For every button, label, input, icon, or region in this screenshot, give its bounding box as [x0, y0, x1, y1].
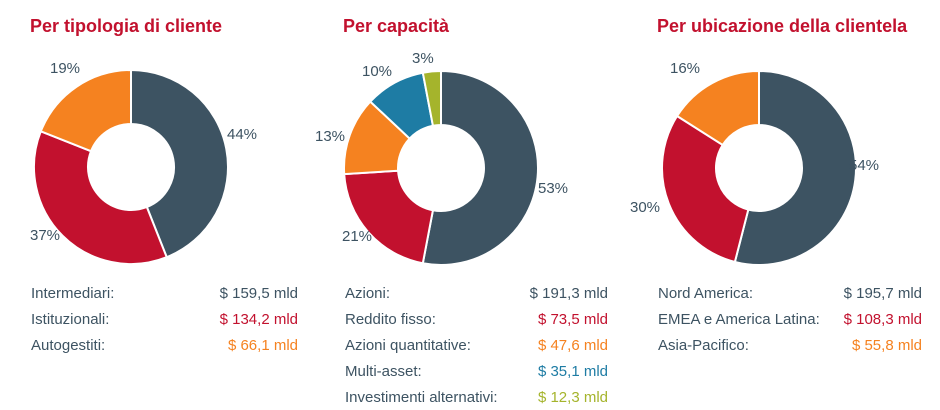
legend-row: Azioni quantitative: $ 47,6 mld — [345, 333, 608, 359]
pct-label-nord-america: 54% — [849, 157, 880, 174]
legend-label: Asia-Pacifico: — [658, 337, 749, 354]
pct-label-investimenti-alternativi: 3% — [412, 50, 434, 67]
legend-value: $ 35,1 mld — [537, 363, 608, 380]
pct-label-azioni-quantitative: 13% — [315, 128, 346, 145]
legend-label: Multi-asset: — [345, 363, 422, 380]
legend-label: Azioni quantitative: — [345, 337, 471, 354]
legend-value: $ 191,3 mld — [529, 285, 608, 302]
donut-slice-nord-america — [733, 69, 858, 266]
legend-client-location: Nord America: $ 195,7 mld EMEA e America… — [658, 281, 922, 359]
legend-label: Istituzionali: — [31, 311, 110, 328]
pct-label-asia-pacifico: 16% — [670, 60, 701, 77]
legend-row: Asia-Pacifico: $ 55,8 mld — [658, 333, 922, 359]
pct-label-reddito-fisso: 21% — [342, 228, 373, 245]
legend-label: Nord America: — [658, 285, 754, 302]
legend-value: $ 108,3 mld — [843, 311, 922, 328]
donut-slice-autogestiti — [39, 68, 132, 153]
legend-row: Reddito fisso: $ 73,5 mld — [345, 307, 608, 333]
donut-slice-asia-pacifico — [675, 69, 760, 147]
donut-slice-intermediari — [130, 68, 229, 259]
legend-label: Investimenti alternativi: — [345, 389, 498, 406]
legend-row: Nord America: $ 195,7 mld — [658, 281, 922, 307]
legend-row: Investimenti alternativi: $ 12,3 mld — [345, 385, 608, 410]
legend-value: $ 66,1 mld — [227, 337, 298, 354]
pct-label-emea-america-latina: 30% — [630, 199, 661, 216]
legend-row: Istituzionali: $ 134,2 mld — [31, 307, 298, 333]
legend-label: Autogestiti: — [31, 337, 106, 354]
pct-label-intermediari: 44% — [227, 126, 258, 143]
donut-client-type — [33, 68, 229, 265]
legend-label: Reddito fisso: — [345, 311, 436, 328]
legend-row: Multi-asset: $ 35,1 mld — [345, 359, 608, 385]
donut-slice-istituzionali — [33, 129, 169, 265]
legend-label: EMEA e America Latina: — [658, 311, 820, 328]
donut-slice-emea-e-america-latina — [661, 114, 750, 264]
legend-client-type: Intermediari: $ 159,5 mld Istituzionali:… — [31, 281, 298, 359]
pct-label-multi-asset: 10% — [362, 63, 393, 80]
pct-label-autogestiti: 19% — [50, 60, 81, 77]
chart-title-capability: Per capacità — [343, 16, 450, 36]
legend-capability: Azioni: $ 191,3 mld Reddito fisso: $ 73,… — [345, 281, 608, 410]
donut-slice-investimenti-alternativi — [421, 69, 442, 127]
legend-row: Autogestiti: $ 66,1 mld — [31, 333, 298, 359]
legend-value: $ 195,7 mld — [843, 285, 922, 302]
legend-value: $ 159,5 mld — [219, 285, 298, 302]
legend-row: EMEA e America Latina: $ 108,3 mld — [658, 307, 922, 333]
legend-value: $ 47,6 mld — [537, 337, 608, 354]
legend-value: $ 134,2 mld — [219, 311, 298, 328]
legend-value: $ 12,3 mld — [537, 389, 608, 406]
pct-label-istituzionali: 37% — [30, 227, 61, 244]
donut-slice-reddito-fisso — [343, 169, 435, 265]
donut-slice-azioni — [421, 69, 539, 266]
donut-client-location — [661, 69, 858, 266]
legend-value: $ 55,8 mld — [851, 337, 922, 354]
legend-label: Intermediari: — [31, 285, 115, 302]
chart-title-client-type: Per tipologia di cliente — [30, 16, 223, 36]
chart-title-client-location: Per ubicazione della clientela — [657, 16, 908, 36]
legend-row: Intermediari: $ 159,5 mld — [31, 281, 298, 307]
legend-row: Azioni: $ 191,3 mld — [345, 281, 608, 307]
pct-label-azioni: 53% — [538, 180, 569, 197]
legend-label: Azioni: — [345, 285, 391, 302]
donut-capability — [343, 69, 539, 266]
legend-value: $ 73,5 mld — [537, 311, 608, 328]
